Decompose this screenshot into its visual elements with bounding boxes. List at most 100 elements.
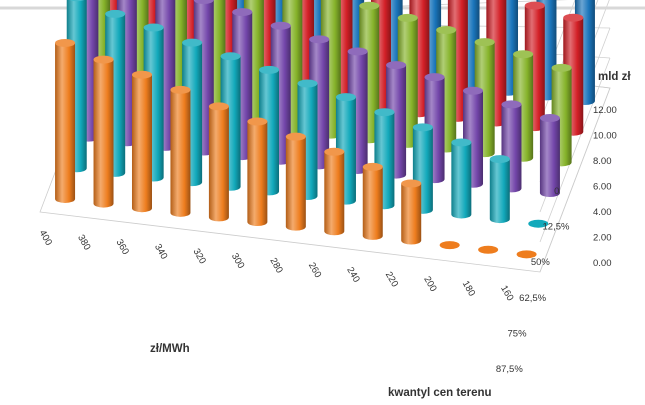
x-tick-label: 240	[344, 265, 361, 284]
cylinder-top	[309, 35, 330, 44]
cylinder-bar	[285, 132, 306, 231]
x-tick-label: 380	[75, 233, 92, 252]
cylinder-body	[451, 142, 472, 219]
cylinder-top	[436, 26, 457, 35]
cylinder-bar	[478, 245, 499, 254]
cylinder-body	[131, 74, 152, 213]
y-axis-title: kwantyl cen terenu	[388, 387, 492, 399]
cylinder-top	[513, 50, 534, 59]
y-tick-label: 50%	[531, 257, 551, 268]
cylinder-top	[131, 70, 152, 79]
x-tick-label: 340	[152, 242, 169, 261]
cylinder-top	[347, 47, 368, 56]
cylinder-body	[93, 59, 114, 208]
z-tick-label: 0.00	[593, 258, 612, 269]
cylinder-bar	[516, 250, 537, 259]
cylinder-bar	[539, 114, 560, 198]
cylinder-bar	[439, 241, 460, 250]
cylinder-top	[182, 38, 203, 47]
cylinder-top	[474, 38, 495, 47]
x-tick-label: 360	[114, 238, 131, 257]
x-tick-label: 180	[460, 279, 477, 298]
cylinder-top	[335, 93, 356, 102]
cylinder-bar	[528, 219, 549, 228]
z-tick-label: 6.00	[593, 182, 612, 193]
x-tick-label: 160	[498, 284, 515, 303]
x-tick-label: 200	[421, 274, 438, 293]
cylinder-top	[297, 79, 318, 88]
cylinder-base	[439, 241, 460, 250]
cylinder-top	[401, 179, 422, 188]
y-tick-label: 0	[554, 186, 559, 197]
cylinder-bar	[362, 162, 383, 240]
y-tick-label: 12,5%	[543, 222, 570, 233]
cylinder-top	[489, 155, 510, 164]
cylinder-bar	[131, 70, 152, 213]
z-tick-label: 10.00	[593, 131, 617, 142]
cylinder-top	[563, 13, 584, 22]
cylinder-top	[193, 0, 214, 4]
grid-line-side	[539, 57, 611, 243]
cylinder-body	[362, 166, 383, 240]
cylinder-top	[463, 86, 484, 95]
cylinder-base	[516, 250, 537, 259]
cylinder-top	[270, 21, 291, 30]
cylinder-top	[386, 61, 407, 70]
x-tick-label: 260	[306, 261, 323, 280]
cylinder-top	[220, 52, 241, 61]
x-tick-label: 320	[190, 247, 207, 266]
x-tick-label: 300	[229, 251, 246, 270]
cylinder-bar	[55, 38, 76, 203]
y-tick-label: 75%	[508, 329, 528, 340]
z-tick-label: 4.00	[593, 207, 612, 218]
cylinder-top	[501, 100, 522, 109]
y-tick-label: 62,5%	[519, 293, 546, 304]
cylinder-bar	[93, 55, 114, 208]
z-axis-title: mld zł	[598, 71, 631, 83]
cylinder-top	[170, 85, 191, 94]
cylinder-top	[259, 65, 280, 74]
cylinder-top	[247, 117, 268, 126]
cylinder-base	[528, 219, 549, 228]
cylinder-bar	[451, 138, 472, 219]
x-axis-title: zł/MWh	[150, 343, 190, 355]
cylinder-base	[478, 245, 499, 254]
cylinder-top	[143, 23, 164, 32]
cylinder-bar	[324, 147, 345, 236]
cylinder-top	[551, 63, 572, 72]
z-tick-label: 8.00	[593, 156, 612, 167]
cylinder-top	[397, 13, 418, 22]
cylinder-top	[359, 1, 380, 10]
cylinder-body	[55, 42, 76, 203]
cylinder-top	[424, 73, 445, 82]
cylinder-top	[285, 132, 306, 141]
cylinder-top	[55, 38, 76, 47]
cylinder-body	[170, 89, 191, 217]
cylinder-body	[539, 118, 560, 198]
cylinder-bar	[208, 102, 229, 222]
cylinder-body	[247, 121, 268, 227]
cylinder-top	[324, 147, 345, 156]
z-tick-label: 2.00	[593, 233, 612, 244]
cylinder-top	[93, 55, 114, 64]
x-tick-label: 280	[267, 256, 284, 275]
cylinder-top	[412, 123, 433, 132]
cylinder-top	[208, 102, 229, 111]
cylinder-body	[285, 136, 306, 231]
cylinder-top	[232, 8, 253, 17]
cylinder-top	[105, 9, 126, 18]
cylinder-body	[489, 159, 510, 224]
cylinder-top	[451, 138, 472, 147]
cylinder-top	[374, 108, 395, 117]
y-tick-label: 87,5%	[496, 364, 523, 375]
cylinder-top	[524, 1, 545, 10]
cylinder-body	[324, 151, 345, 236]
cylinder-bar	[489, 155, 510, 224]
cylinder-bar	[401, 179, 422, 245]
cylinder-top	[362, 162, 383, 171]
cylinder-bar	[247, 117, 268, 227]
x-tick-label: 220	[383, 270, 400, 289]
z-tick-label: 12.00	[593, 105, 617, 116]
cylinder-body	[401, 183, 422, 245]
